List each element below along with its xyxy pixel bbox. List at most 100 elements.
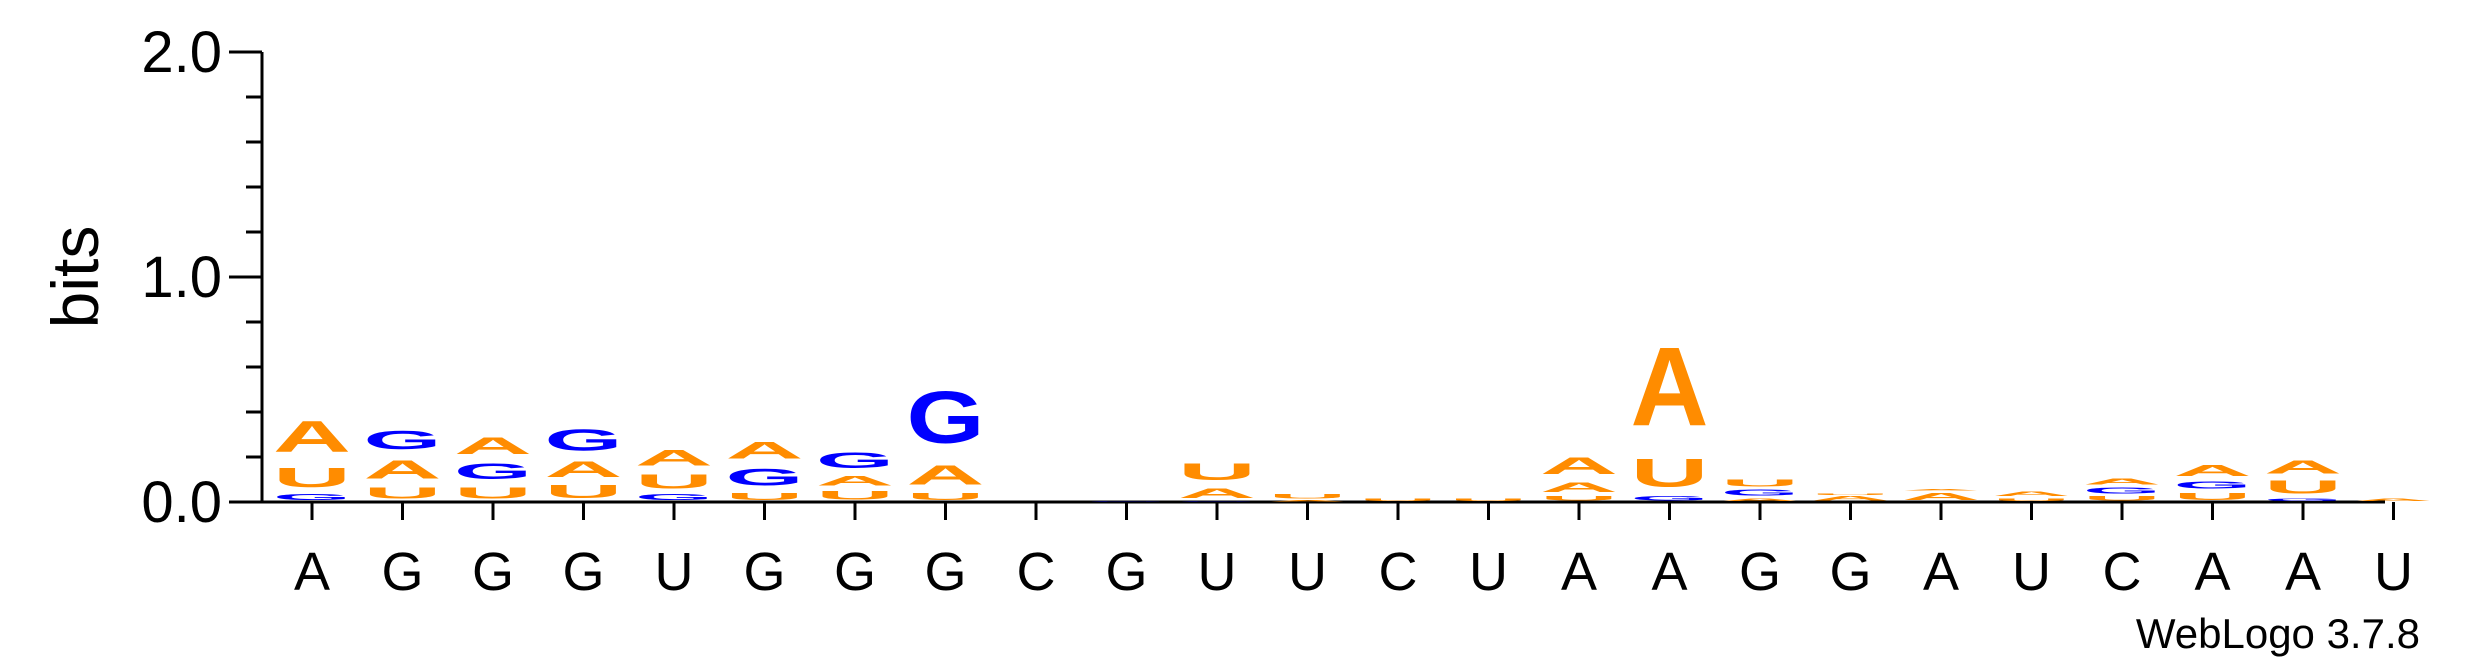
logo-letter: U xyxy=(545,482,623,502)
logo-letter: U xyxy=(2264,477,2342,497)
y-minor-ticks xyxy=(246,95,262,459)
logo-stack: U xyxy=(1359,498,1437,502)
x-tick-label: A xyxy=(2194,542,2230,602)
logo-letter: G xyxy=(2264,498,2342,502)
logo-letter: A xyxy=(2174,462,2252,480)
x-tick-label: G xyxy=(743,542,785,602)
x-tick-label: G xyxy=(1829,542,1871,602)
logo-letter: G xyxy=(364,425,442,454)
y-axis-label: bits xyxy=(38,226,112,329)
logo-stack: AGU xyxy=(1721,477,1799,502)
logo-letter: A xyxy=(1993,491,2071,498)
logo-stack: G xyxy=(1088,501,1166,502)
logo-letter: G xyxy=(1178,501,1256,502)
logo-letter: G xyxy=(2083,486,2161,495)
logo-letter: G xyxy=(454,459,532,484)
logo-letter: A xyxy=(635,446,713,471)
x-tick-label: C xyxy=(2103,542,2142,602)
logo-letter: A xyxy=(726,437,804,464)
logo-letter: A xyxy=(1902,489,1980,491)
logo-letter: G xyxy=(545,423,623,457)
logo-letter: G xyxy=(1721,489,1799,498)
logo-letter: U xyxy=(726,491,804,502)
logo-stack: UAG xyxy=(907,376,985,502)
x-tick-label: A xyxy=(1561,542,1597,602)
logo-letter: A xyxy=(2083,477,2161,486)
logo-letter: A xyxy=(2355,498,2433,502)
x-tick-label: U xyxy=(1288,542,1327,602)
logo-stack: GUA xyxy=(635,446,713,503)
x-tick-label: G xyxy=(1105,542,1147,602)
logo-letter: A xyxy=(816,473,894,489)
logo-letter: U xyxy=(635,471,713,493)
logo-letter: U xyxy=(2174,491,2252,502)
logo-stack: AA xyxy=(1902,489,1980,502)
logo-stack: UGA xyxy=(2083,477,2161,502)
logo-letter: G xyxy=(726,464,804,491)
logo-letter: U xyxy=(1812,493,1890,495)
logo-letter: G xyxy=(907,376,985,459)
logo-letter: G xyxy=(1631,495,1709,502)
x-tick-label: A xyxy=(1923,542,1959,602)
logo-letter: G xyxy=(2174,480,2252,491)
logo-letter: G xyxy=(635,493,713,502)
logo-letter: A xyxy=(545,457,623,482)
x-tick-label: U xyxy=(1198,542,1237,602)
logo-letter: U xyxy=(1359,498,1437,502)
logo-stack: UGA xyxy=(726,437,804,502)
logo-letter: A xyxy=(1721,498,1799,502)
x-tick-label: A xyxy=(294,542,330,602)
logo-stack: UAG xyxy=(364,425,442,502)
x-tick-label: U xyxy=(1469,542,1508,602)
logo-letter: A xyxy=(1902,491,1980,502)
logo-letter: U xyxy=(907,491,985,502)
weblogo-footer: WebLogo 3.7.8 xyxy=(2136,610,2420,657)
y-tick-label-2: 2.0 xyxy=(141,20,222,85)
x-tick-label: G xyxy=(562,542,604,602)
logo-letter: U xyxy=(1540,495,1618,502)
logo-letter: U xyxy=(273,462,351,493)
logo-letter: G xyxy=(816,448,894,473)
logo-stack: GUA xyxy=(2264,457,2342,502)
logo-letter: U xyxy=(1450,498,1528,502)
x-tick-label: G xyxy=(924,542,966,602)
logo-stack: UA xyxy=(1993,491,2071,502)
logo-letter: U xyxy=(364,484,442,502)
x-tick-label: G xyxy=(1739,542,1781,602)
logo-letter: A xyxy=(1178,485,1256,501)
logo-stack: AU xyxy=(1269,493,1347,502)
logo-stack: UGA xyxy=(2174,462,2252,502)
logo-letter: U xyxy=(1269,493,1347,500)
x-tick-label: U xyxy=(2374,542,2413,602)
logo-stack: UAA xyxy=(1540,452,1618,502)
logo-letter: A xyxy=(1269,500,1347,502)
logo-stack: UAG xyxy=(545,423,623,502)
x-tick-label: A xyxy=(2285,542,2321,602)
logo-letter: A xyxy=(454,432,532,459)
x-tick-label: G xyxy=(381,542,423,602)
x-tick-label: U xyxy=(2012,542,2051,602)
logo-letter: A xyxy=(907,459,985,490)
logo-letter: U xyxy=(1631,450,1709,495)
logo-stack: GUA xyxy=(1631,325,1709,503)
logo-stack: UAG xyxy=(816,448,894,502)
logo-letter: A xyxy=(2264,457,2342,477)
x-tick-label: U xyxy=(655,542,694,602)
logo-letter: A xyxy=(1540,452,1618,479)
x-tick-label: A xyxy=(1651,542,1687,602)
logo-stack: UGA xyxy=(454,432,532,502)
x-tick-label: G xyxy=(472,542,514,602)
logo-letter: A xyxy=(1631,325,1709,450)
logo-letter: A xyxy=(1812,495,1890,502)
logo-stack: GUA xyxy=(273,412,351,502)
x-tick-label: C xyxy=(1017,542,1056,602)
logo-letter: U xyxy=(1178,458,1256,485)
logo-letter: A xyxy=(273,412,351,461)
y-axis: 0.0 1.0 2.0 bits xyxy=(38,20,264,535)
x-tick-label: C xyxy=(1379,542,1418,602)
logo-stack: GAU xyxy=(1178,458,1256,502)
